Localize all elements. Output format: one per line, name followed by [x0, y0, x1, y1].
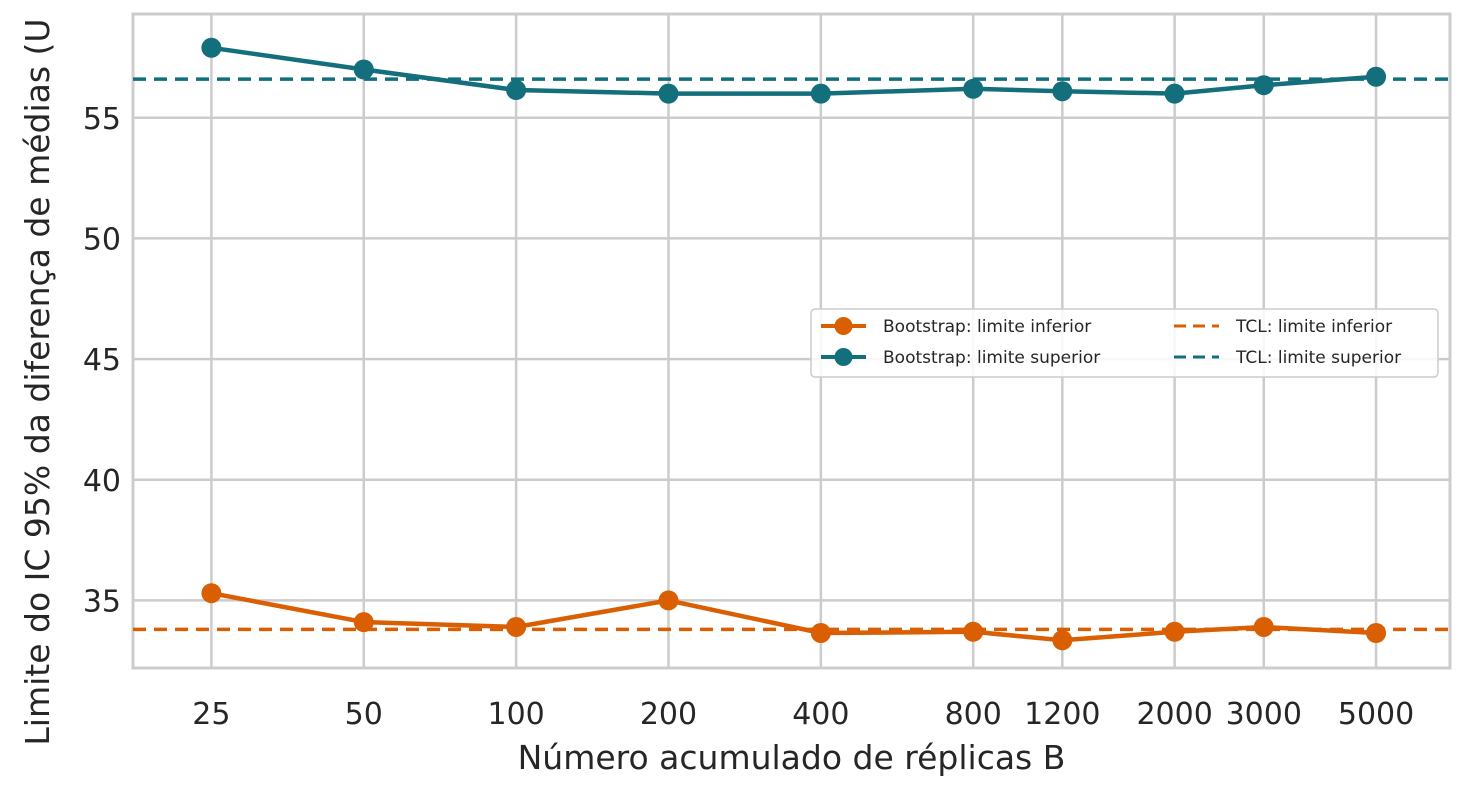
- series-1-point: [963, 78, 984, 99]
- series-1-point: [1164, 83, 1185, 104]
- series-0-point: [201, 583, 222, 604]
- series-1-point: [658, 83, 679, 104]
- series-1-line: [211, 45, 1377, 96]
- y-tick-label: 55: [83, 102, 121, 137]
- series-0-point: [963, 621, 984, 642]
- x-tick-label: 3000: [1226, 697, 1302, 732]
- series-0-point: [1253, 616, 1274, 637]
- y-tick-label: 35: [83, 584, 121, 619]
- x-tick-label: 200: [640, 697, 697, 732]
- series-1-point: [1052, 81, 1073, 102]
- series-layer: [133, 37, 1450, 651]
- legend-label-3: TCL: limite superior: [1235, 348, 1401, 368]
- x-tick-label: 800: [945, 697, 1002, 732]
- series-1-point: [810, 83, 831, 104]
- legend-label-2: TCL: limite inferior: [1235, 317, 1392, 337]
- series-1-point: [201, 37, 222, 58]
- legend: Bootstrap: limite inferior Bootstrap: lim…: [810, 308, 1439, 378]
- x-tick-labels: 25 50 100 200 400 800 1200 2000 3000 5000: [192, 697, 1414, 732]
- series-0-point: [810, 623, 831, 644]
- legend-label-0: Bootstrap: limite inferior: [883, 317, 1091, 337]
- plot-frame: [131, 12, 1452, 670]
- series-1-point: [506, 80, 527, 101]
- y-axis-label: Limite do IC 95% da diferença de médias …: [18, 18, 57, 745]
- series-0-point: [1052, 630, 1073, 651]
- series-0-point: [1366, 623, 1387, 644]
- x-tick-label: 5000: [1338, 697, 1414, 732]
- x-axis-label: Número acumulado de réplicas B: [518, 738, 1066, 777]
- y-tick-label: 45: [83, 343, 121, 378]
- series-1-point: [1253, 75, 1274, 96]
- x-tick-label: 1200: [1024, 697, 1100, 732]
- series-0-point: [1164, 621, 1185, 642]
- series-0-point: [658, 590, 679, 611]
- legend-marker-1: [834, 348, 853, 366]
- series-0-line: [210, 590, 1377, 643]
- x-tick-label: 25: [192, 697, 230, 732]
- series-0-point: [506, 616, 527, 637]
- legend-box: [810, 308, 1439, 378]
- y-tick-label: 50: [83, 222, 121, 257]
- series-1-point: [353, 59, 374, 80]
- x-tick-label: 2000: [1136, 697, 1212, 732]
- x-tick-label: 100: [487, 697, 544, 732]
- y-tick-labels: 35 40 45 50 55: [83, 102, 121, 620]
- legend-marker-0: [834, 317, 853, 335]
- series-1-point: [1366, 66, 1387, 87]
- x-tick-label: 400: [792, 697, 849, 732]
- series-0-point: [353, 612, 374, 633]
- x-tick-label: 50: [345, 697, 383, 732]
- y-tick-label: 40: [83, 464, 121, 499]
- legend-label-1: Bootstrap: limite superior: [883, 348, 1100, 368]
